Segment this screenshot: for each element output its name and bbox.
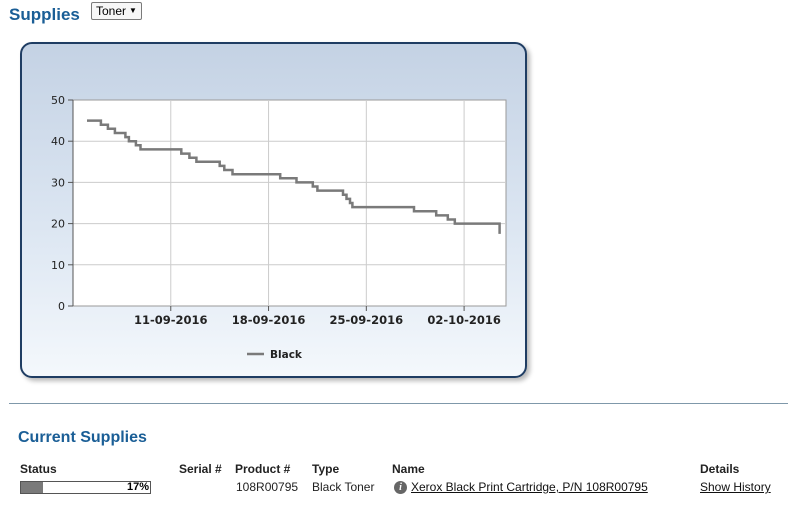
column-header-status: Status <box>20 462 57 476</box>
column-header-type: Type <box>312 462 340 476</box>
series-line-black <box>87 119 501 234</box>
column-header-product: Product # <box>235 462 291 476</box>
section-divider <box>9 403 788 404</box>
toner-level-bar: 17% <box>20 481 151 494</box>
x-tick-label: 02-10-2016 <box>427 313 501 327</box>
y-tick-label: 40 <box>51 135 65 148</box>
dropdown-arrow-icon: ▼ <box>129 6 137 15</box>
supply-name-link[interactable]: Xerox Black Print Cartridge, P/N 108R007… <box>411 480 648 494</box>
x-tick-label: 18-09-2016 <box>232 313 306 327</box>
column-header-name: Name <box>392 462 425 476</box>
supply-type-select[interactable]: Toner ▼ <box>91 2 142 20</box>
show-history-link[interactable]: Show History <box>700 480 771 494</box>
info-icon[interactable]: i <box>394 481 407 494</box>
y-tick-label: 20 <box>51 218 65 231</box>
column-header-serial: Serial # <box>179 462 222 476</box>
current-supplies-title: Current Supplies <box>18 429 147 446</box>
y-tick-label: 0 <box>58 300 65 313</box>
chart-legend: Black <box>247 349 303 361</box>
legend-label: Black <box>270 349 303 361</box>
toner-level-percent: 17% <box>126 481 149 493</box>
axis-layer: 0 10 20 30 40 50 11-09-2016 18-09-2016 25-09-201… <box>51 94 501 327</box>
supplies-title: Supplies <box>9 5 80 24</box>
grid-layer <box>73 100 506 306</box>
toner-level-chart: 0 10 20 30 40 50 11-09-2016 18-09-2016 25-09-201… <box>51 94 507 361</box>
column-header-details: Details <box>700 462 740 476</box>
toner-level-fill <box>21 482 43 493</box>
y-tick-label: 30 <box>51 176 65 189</box>
supply-type-selected: Toner <box>96 4 127 18</box>
y-tick-label: 10 <box>51 259 65 272</box>
product-cell: 108R00795 <box>236 480 299 494</box>
x-tick-label: 11-09-2016 <box>134 313 208 327</box>
type-cell: Black Toner <box>312 480 375 494</box>
series-layer <box>87 119 501 234</box>
x-tick-label: 25-09-2016 <box>330 313 404 327</box>
y-tick-label: 50 <box>51 94 65 107</box>
plot-area <box>72 99 507 307</box>
